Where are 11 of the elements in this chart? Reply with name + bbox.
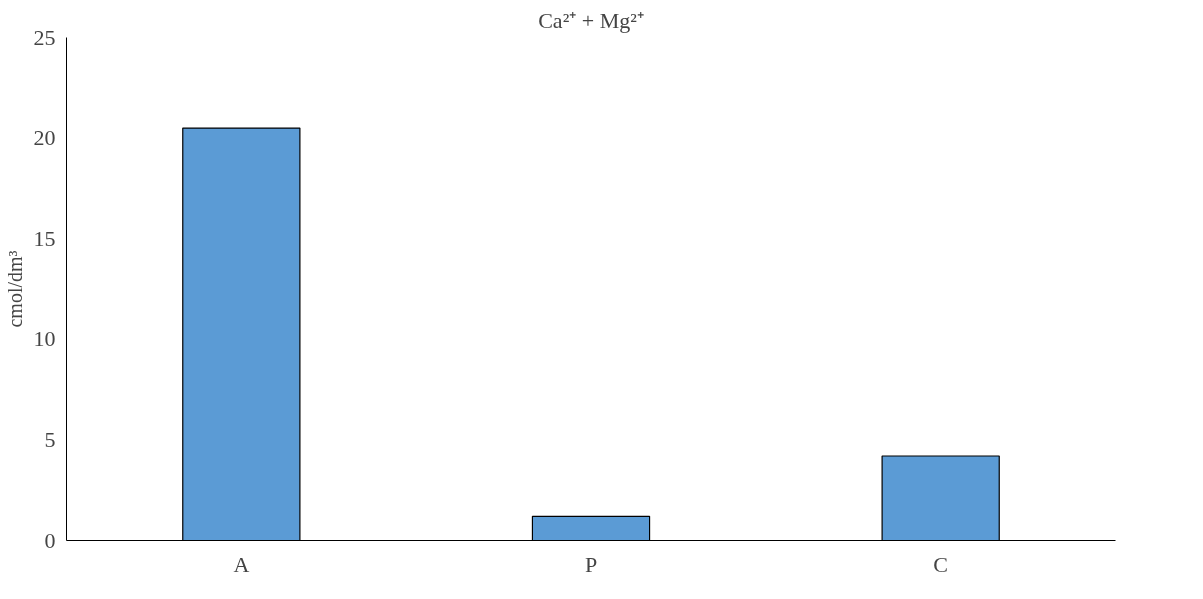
x-tick-label: A [233, 551, 250, 577]
chart-title: Ca²⁺ + Mg²⁺ [538, 7, 644, 33]
x-tick-label: C [933, 551, 949, 577]
y-tick-label: 25 [33, 24, 56, 50]
y-tick-label: 0 [44, 527, 56, 553]
x-tick-label: P [584, 551, 598, 577]
y-axis-title: cmol/dm³ [3, 250, 26, 328]
y-tick-label: 5 [44, 426, 56, 452]
y-tick-label: 10 [33, 326, 56, 352]
y-tick-label: 20 [33, 125, 56, 151]
y-tick-label: 15 [33, 225, 56, 251]
